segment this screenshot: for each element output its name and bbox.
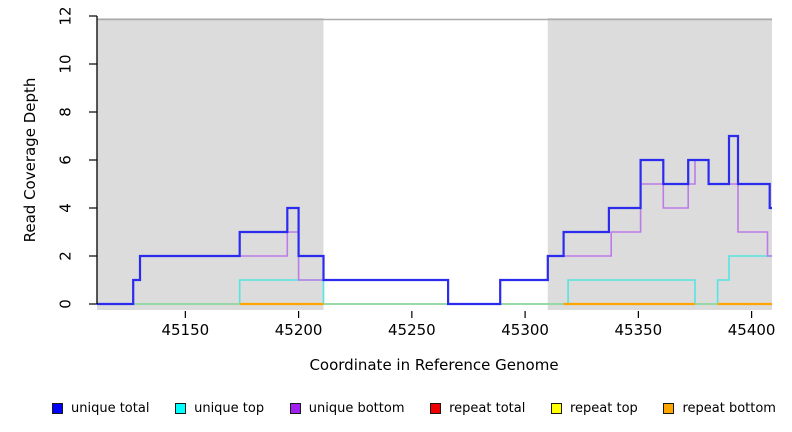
legend-swatch-icon xyxy=(430,402,442,414)
legend-swatch-icon xyxy=(551,402,562,414)
series-unique-top xyxy=(97,255,772,305)
x-tick-label: 45250 xyxy=(388,321,436,339)
legend-item-repeat-bottom: repeat bottom xyxy=(663,401,776,416)
x-tick-label: 45200 xyxy=(275,321,323,339)
legend-item-unique-top: unique top xyxy=(175,401,264,416)
legend-item-repeat-total: repeat total xyxy=(430,401,525,416)
x-tick-label: 45150 xyxy=(161,321,209,339)
legend-item-unique-total: unique total xyxy=(52,401,149,416)
legend-label: unique top xyxy=(194,400,265,416)
legend-swatch-icon xyxy=(289,402,301,414)
coverage-plot-canvas: 0 2 4 6 8 10 12 45150 45200 45250 45300 45350 45400 xyxy=(57,6,776,339)
y-tick-label: 4 xyxy=(57,203,75,213)
y-tick-label: 0 xyxy=(57,299,75,309)
x-tick-label: 45300 xyxy=(501,321,549,339)
y-tick-label: 8 xyxy=(57,107,75,117)
legend-label: repeat top xyxy=(570,400,638,416)
chart-legend: unique total unique top unique bottom repea… xyxy=(0,396,792,420)
legend-label: unique total xyxy=(71,400,150,416)
legend-swatch-icon xyxy=(663,402,675,414)
legend-item-repeat-top: repeat top xyxy=(551,401,638,416)
legend-label: repeat bottom xyxy=(682,400,776,416)
shaded-region xyxy=(547,18,772,310)
x-tick-label: 45400 xyxy=(728,321,776,339)
y-tick-label: 12 xyxy=(57,6,75,25)
shaded-region xyxy=(97,18,324,310)
legend-label: repeat total xyxy=(449,400,526,416)
y-tick-label: 6 xyxy=(57,155,75,165)
y-tick-label: 2 xyxy=(57,251,75,261)
y-tick-label: 10 xyxy=(57,54,75,73)
legend-item-unique-bottom: unique bottom xyxy=(289,400,405,416)
legend-swatch-icon xyxy=(52,402,63,414)
series-unique-total xyxy=(97,134,772,306)
x-tick-label: 45350 xyxy=(614,321,662,339)
coverage-plot: 0 2 4 6 8 10 12 45150 45200 45250 45300 45350 45400 xyxy=(57,6,776,339)
y-axis-title: Read Coverage Depth xyxy=(21,77,39,243)
x-axis-title: Coordinate in Reference Genome xyxy=(309,356,559,374)
legend-label: unique bottom xyxy=(308,400,405,416)
legend-swatch-icon xyxy=(175,402,187,414)
